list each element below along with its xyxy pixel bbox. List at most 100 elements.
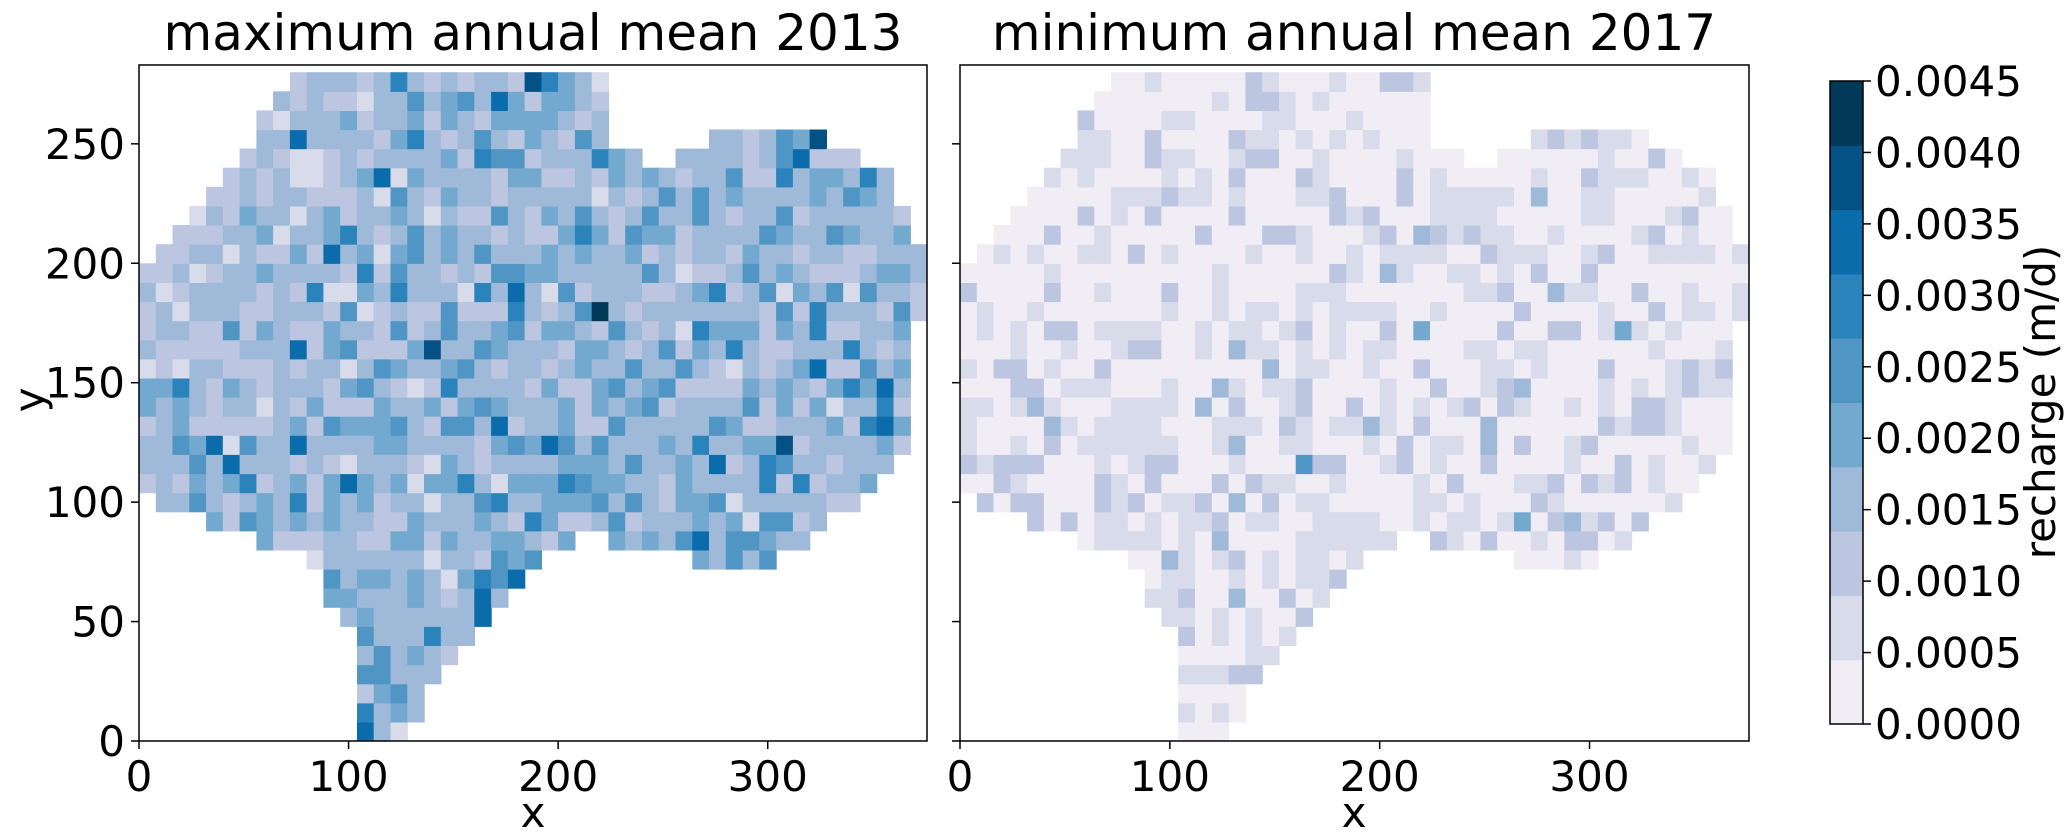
heatmap-cell bbox=[859, 358, 878, 379]
heatmap-cell bbox=[172, 377, 190, 398]
heatmap-cell bbox=[289, 282, 308, 303]
heatmap-cell bbox=[859, 301, 878, 322]
heatmap-cell bbox=[1111, 301, 1129, 322]
heatmap-cell bbox=[357, 167, 375, 188]
heatmap-cell bbox=[1698, 339, 1716, 360]
heatmap-cell bbox=[709, 129, 727, 150]
heatmap-cell bbox=[306, 511, 325, 532]
heatmap-cell bbox=[1631, 397, 1649, 417]
heatmap-cell bbox=[256, 511, 274, 532]
heatmap-cell bbox=[1312, 549, 1330, 570]
heatmap-cell bbox=[1631, 225, 1649, 245]
heatmap-cell bbox=[1631, 339, 1649, 360]
heatmap-cell bbox=[139, 301, 157, 322]
heatmap-cell bbox=[189, 282, 207, 303]
heatmap-cell bbox=[1581, 549, 1599, 570]
heatmap-cell bbox=[1362, 282, 1381, 303]
heatmap-cell bbox=[910, 263, 927, 283]
heatmap-cell bbox=[1463, 186, 1481, 207]
heatmap-cell bbox=[390, 435, 408, 455]
heatmap-cell bbox=[1228, 702, 1246, 723]
heatmap-cell bbox=[323, 72, 341, 92]
x-tick-label: 300 bbox=[728, 752, 808, 801]
heatmap-cell bbox=[507, 511, 526, 532]
heatmap-cell bbox=[1195, 110, 1213, 131]
heatmap-cell bbox=[306, 530, 325, 551]
heatmap-cell bbox=[306, 301, 325, 322]
heatmap-cell bbox=[323, 569, 341, 589]
heatmap-cell bbox=[1581, 530, 1599, 551]
heatmap-cell bbox=[306, 225, 325, 245]
heatmap-cell bbox=[1211, 167, 1230, 188]
heatmap-cell bbox=[1614, 320, 1633, 341]
heatmap-cell bbox=[189, 435, 207, 455]
heatmap-cell bbox=[273, 263, 291, 283]
heatmap-cell bbox=[1245, 549, 1263, 570]
heatmap-cell bbox=[222, 397, 241, 417]
heatmap-cell bbox=[1211, 186, 1230, 207]
heatmap-cell bbox=[1564, 549, 1582, 570]
heatmap-cell bbox=[373, 244, 392, 264]
heatmap-cell bbox=[1077, 282, 1095, 303]
heatmap-cell bbox=[1413, 110, 1431, 131]
heatmap-cell bbox=[625, 511, 643, 532]
heatmap-cell bbox=[1362, 263, 1381, 283]
heatmap-cell bbox=[1245, 397, 1263, 417]
heatmap-cell bbox=[692, 492, 710, 513]
heatmap-cell bbox=[843, 301, 861, 322]
heatmap-cell bbox=[239, 339, 257, 360]
heatmap-cell bbox=[1161, 301, 1179, 322]
heatmap-cell bbox=[222, 435, 241, 455]
heatmap-cell bbox=[524, 473, 542, 494]
heatmap-cell bbox=[1396, 91, 1414, 111]
heatmap-cell bbox=[357, 225, 375, 245]
heatmap-cell bbox=[1597, 263, 1616, 283]
heatmap-cell bbox=[1312, 339, 1330, 360]
heatmap-cell bbox=[1480, 492, 1498, 513]
heatmap-cell bbox=[1430, 397, 1448, 417]
heatmap-cell bbox=[1228, 110, 1246, 131]
heatmap-cell bbox=[239, 282, 257, 303]
heatmap-cell bbox=[1446, 435, 1465, 455]
heatmap-cell bbox=[524, 549, 542, 570]
heatmap-cell bbox=[1430, 244, 1448, 264]
heatmap-cell bbox=[574, 225, 593, 245]
heatmap-cell bbox=[323, 167, 341, 188]
heatmap-cell bbox=[306, 110, 325, 131]
heatmap-cell bbox=[1262, 225, 1280, 245]
heatmap-cell bbox=[1362, 339, 1381, 360]
heatmap-cell bbox=[809, 377, 827, 398]
heatmap-cell bbox=[440, 645, 459, 666]
heatmap-cell bbox=[1060, 244, 1079, 264]
heatmap-cell bbox=[390, 301, 408, 322]
heatmap-cell bbox=[1581, 186, 1599, 207]
heatmap-cell bbox=[357, 435, 375, 455]
heatmap-cell bbox=[1446, 473, 1465, 494]
heatmap-cell bbox=[692, 416, 710, 436]
heatmap-cell bbox=[1530, 205, 1549, 226]
heatmap-cell bbox=[1178, 683, 1196, 704]
heatmap-cell bbox=[1648, 377, 1666, 398]
heatmap-cell bbox=[1262, 530, 1280, 551]
heatmap-cell bbox=[222, 492, 241, 513]
heatmap-cell bbox=[1648, 473, 1666, 494]
heatmap-cell bbox=[1178, 91, 1196, 111]
heatmap-cell bbox=[524, 148, 542, 169]
heatmap-cell bbox=[239, 511, 257, 532]
heatmap-cell bbox=[1195, 320, 1213, 341]
heatmap-cell bbox=[608, 416, 626, 436]
heatmap-cell bbox=[1060, 282, 1079, 303]
heatmap-cell bbox=[1329, 91, 1347, 111]
panel-right-title: minimum annual mean 2017 bbox=[992, 4, 1716, 62]
heatmap-cell bbox=[1346, 377, 1364, 398]
heatmap-cell bbox=[1547, 358, 1565, 379]
heatmap-cell bbox=[491, 377, 509, 398]
heatmap-cell bbox=[625, 186, 643, 207]
heatmap-cell bbox=[876, 435, 895, 455]
heatmap-cell bbox=[1396, 225, 1414, 245]
heatmap-cell bbox=[306, 129, 325, 150]
y-tick-label: 100 bbox=[45, 478, 125, 527]
heatmap-cell bbox=[407, 683, 425, 704]
heatmap-cell bbox=[1631, 186, 1649, 207]
heatmap-cell bbox=[306, 167, 325, 188]
